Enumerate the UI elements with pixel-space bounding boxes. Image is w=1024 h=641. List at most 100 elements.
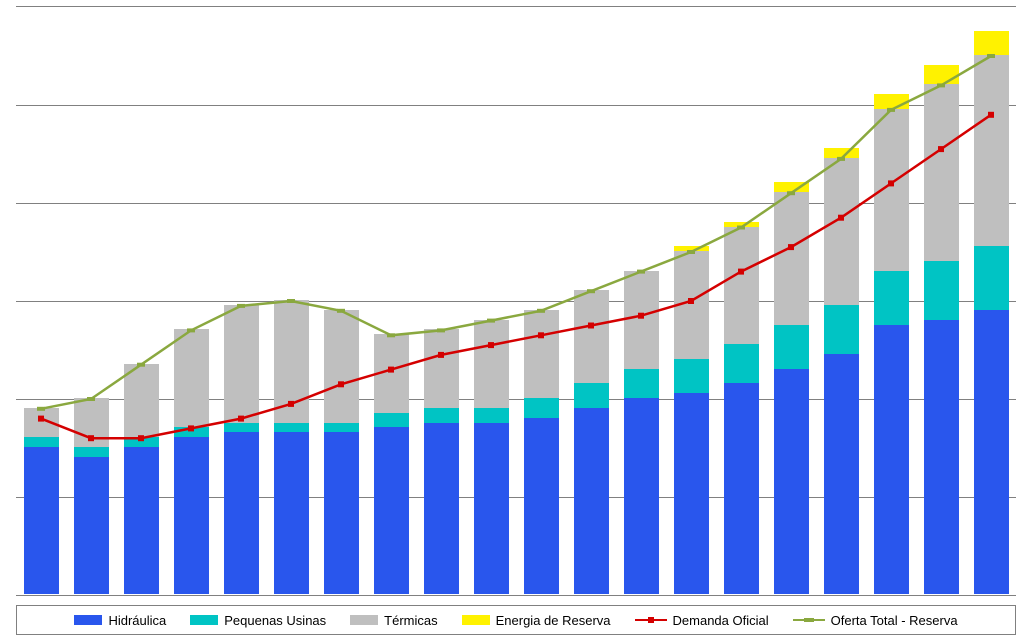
bar-segment-hidraulica <box>224 432 259 594</box>
bar-segment-termicas <box>774 192 809 324</box>
bar-segment-termicas <box>674 251 709 359</box>
bar <box>724 222 759 594</box>
bar-segment-hidraulica <box>324 432 359 594</box>
gridline <box>16 399 1016 400</box>
bar-segment-termicas <box>874 109 909 271</box>
bar-segment-hidraulica <box>574 408 609 594</box>
gridline <box>16 301 1016 302</box>
legend-item: Demanda Oficial <box>635 613 769 628</box>
bar-segment-hidraulica <box>174 437 209 594</box>
bar-segment-reserva <box>774 182 809 192</box>
bar-segment-hidraulica <box>724 383 759 594</box>
bar-segment-pequenas <box>674 359 709 393</box>
bar-segment-hidraulica <box>774 369 809 594</box>
bar-segment-termicas <box>124 364 159 438</box>
bar <box>824 148 859 594</box>
bar <box>324 310 359 594</box>
bar-segment-reserva <box>924 65 959 85</box>
bar-segment-pequenas <box>124 437 159 447</box>
bar-segment-pequenas <box>274 423 309 433</box>
bar-segment-hidraulica <box>274 432 309 594</box>
legend-item: Pequenas Usinas <box>190 613 326 628</box>
bar-segment-termicas <box>524 310 559 398</box>
bar-segment-reserva <box>724 222 759 227</box>
bar <box>474 320 509 594</box>
legend-swatch <box>190 615 218 625</box>
bar-segment-termicas <box>924 84 959 260</box>
legend-swatch <box>793 614 825 626</box>
bar <box>124 364 159 594</box>
bar <box>524 310 559 594</box>
bar <box>974 31 1009 595</box>
bar-segment-hidraulica <box>24 447 59 594</box>
gridline <box>16 203 1016 204</box>
bar-segment-hidraulica <box>974 310 1009 594</box>
bar <box>424 329 459 594</box>
bar-segment-pequenas <box>574 383 609 408</box>
bar-segment-pequenas <box>324 423 359 433</box>
bar-segment-hidraulica <box>374 427 409 594</box>
legend-swatch <box>462 615 490 625</box>
gridline <box>16 105 1016 106</box>
legend-item: Hidráulica <box>74 613 166 628</box>
bar <box>674 246 709 594</box>
gridline <box>16 497 1016 498</box>
bar <box>174 329 209 594</box>
gridline <box>16 595 1016 596</box>
bar <box>74 398 109 594</box>
bar-segment-termicas <box>174 329 209 427</box>
bar-segment-reserva <box>824 148 859 158</box>
legend-swatch <box>635 614 667 626</box>
legend: Hidráulica Pequenas Usinas Térmicas Energia… <box>16 605 1016 635</box>
bar-segment-termicas <box>474 320 509 408</box>
plot-area <box>16 6 1016 594</box>
bar-segment-termicas <box>824 158 859 305</box>
bar <box>874 94 909 594</box>
bar <box>274 300 309 594</box>
legend-item: Oferta Total - Reserva <box>793 613 958 628</box>
bar-segment-pequenas <box>974 246 1009 310</box>
bar <box>774 182 809 594</box>
bar-segment-termicas <box>324 310 359 423</box>
bar-segment-termicas <box>74 398 109 447</box>
legend-swatch <box>350 615 378 625</box>
bar-segment-hidraulica <box>824 354 859 594</box>
bar-segment-hidraulica <box>874 325 909 595</box>
bar-segment-termicas <box>974 55 1009 246</box>
bar-segment-pequenas <box>824 305 859 354</box>
legend-label: Energia de Reserva <box>496 613 611 628</box>
bar-segment-pequenas <box>424 408 459 423</box>
bar-segment-termicas <box>624 271 659 369</box>
bar <box>924 65 959 594</box>
bar-segment-pequenas <box>174 427 209 437</box>
legend-item: Energia de Reserva <box>462 613 611 628</box>
bar-segment-pequenas <box>774 325 809 369</box>
bar-segment-pequenas <box>24 437 59 447</box>
chart-container: Hidráulica Pequenas Usinas Térmicas Energia… <box>0 0 1024 641</box>
bar <box>24 408 59 594</box>
bar-segment-hidraulica <box>474 423 509 595</box>
bar-segment-termicas <box>574 290 609 383</box>
bar-segment-termicas <box>24 408 59 437</box>
legend-label: Oferta Total - Reserva <box>831 613 958 628</box>
legend-label: Demanda Oficial <box>673 613 769 628</box>
bar-segment-hidraulica <box>674 393 709 594</box>
bar-segment-pequenas <box>724 344 759 383</box>
bar-segment-pequenas <box>524 398 559 418</box>
legend-label: Hidráulica <box>108 613 166 628</box>
bar-segment-termicas <box>424 329 459 407</box>
bar-segment-hidraulica <box>424 423 459 595</box>
bar <box>624 271 659 594</box>
bar-segment-termicas <box>374 334 409 412</box>
bar-segment-termicas <box>274 300 309 423</box>
legend-item: Térmicas <box>350 613 437 628</box>
bar-segment-pequenas <box>874 271 909 325</box>
legend-label: Térmicas <box>384 613 437 628</box>
bar-segment-hidraulica <box>124 447 159 594</box>
legend-label: Pequenas Usinas <box>224 613 326 628</box>
bar-segment-pequenas <box>74 447 109 457</box>
bar-segment-reserva <box>874 94 909 109</box>
bar-segment-reserva <box>674 246 709 251</box>
bar-segment-pequenas <box>224 423 259 433</box>
bar <box>574 290 609 594</box>
